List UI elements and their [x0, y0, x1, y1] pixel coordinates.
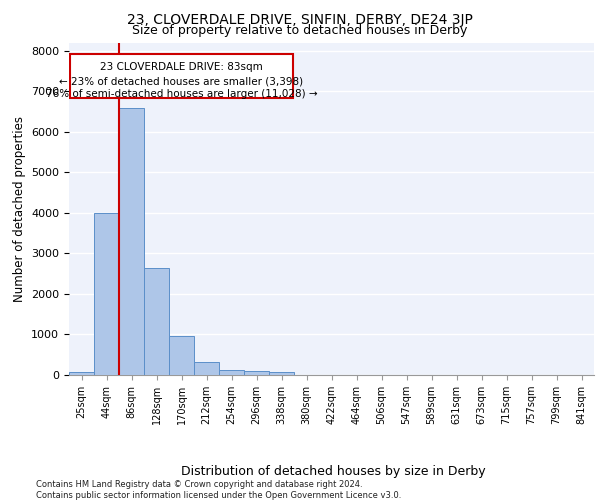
Text: 23 CLOVERDALE DRIVE: 83sqm: 23 CLOVERDALE DRIVE: 83sqm: [100, 62, 263, 72]
Text: ← 23% of detached houses are smaller (3,398): ← 23% of detached houses are smaller (3,…: [59, 76, 304, 86]
Bar: [194, 362, 219, 375]
Y-axis label: Number of detached properties: Number of detached properties: [13, 116, 26, 302]
Bar: [269, 372, 294, 375]
Bar: [69, 372, 94, 375]
Text: Contains HM Land Registry data © Crown copyright and database right 2024.
Contai: Contains HM Land Registry data © Crown c…: [36, 480, 401, 500]
Text: Distribution of detached houses by size in Derby: Distribution of detached houses by size …: [181, 464, 485, 477]
Bar: [244, 370, 269, 375]
Text: 23, CLOVERDALE DRIVE, SINFIN, DERBY, DE24 3JP: 23, CLOVERDALE DRIVE, SINFIN, DERBY, DE2…: [127, 13, 473, 27]
Text: 76% of semi-detached houses are larger (11,028) →: 76% of semi-detached houses are larger (…: [46, 88, 317, 99]
Bar: [70, 54, 293, 98]
Bar: [169, 336, 194, 375]
Bar: [144, 268, 169, 375]
Bar: [219, 370, 244, 375]
Bar: [119, 108, 144, 375]
Bar: [94, 213, 119, 375]
Text: Size of property relative to detached houses in Derby: Size of property relative to detached ho…: [133, 24, 467, 37]
